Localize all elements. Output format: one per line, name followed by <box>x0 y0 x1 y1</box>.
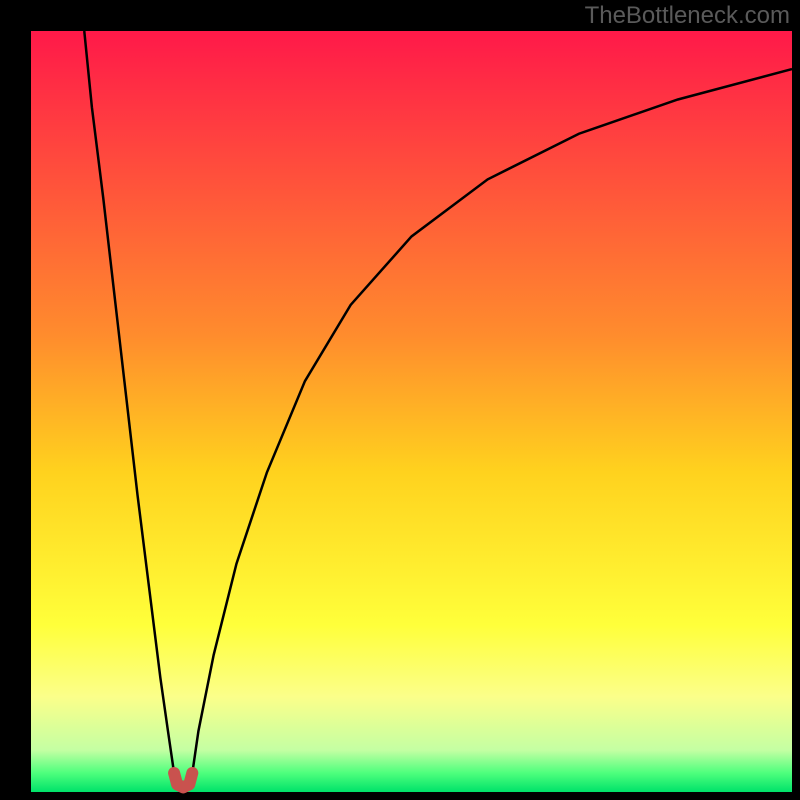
watermark-text: TheBottleneck.com <box>585 2 790 30</box>
plot-background <box>31 31 792 792</box>
bottleneck-chart <box>0 0 800 800</box>
